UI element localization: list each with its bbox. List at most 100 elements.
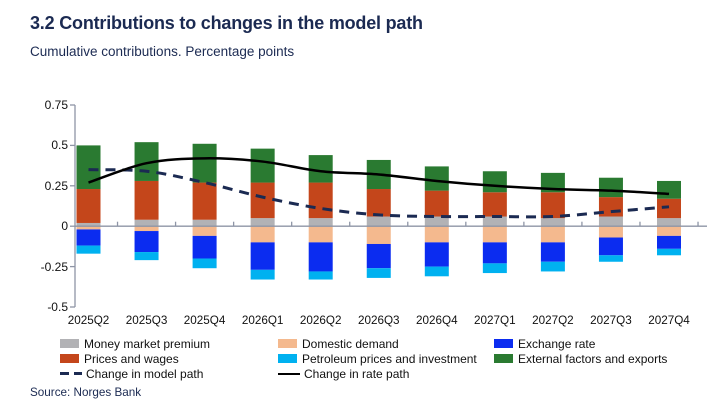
bar-segment [598, 226, 623, 238]
bar-segment [250, 182, 275, 219]
bar-segment [250, 242, 275, 270]
bar-segment [540, 172, 565, 193]
bar-segment [134, 226, 159, 232]
bar-segment [76, 245, 101, 254]
rate-path-line [88, 157, 670, 196]
legend-column: Exchange rate External factors and export… [494, 336, 667, 366]
bar-segment [598, 177, 623, 198]
bar-segment [482, 226, 507, 243]
y-axis-tick-label: 0.75 [44, 98, 68, 112]
x-axis-label: 2026Q1 [241, 314, 284, 327]
legend-swatch-dashed-line [60, 372, 82, 375]
bar-segment [366, 189, 391, 217]
bar-segment [540, 261, 565, 272]
bar-segment [76, 229, 101, 246]
bar-segment [424, 166, 449, 191]
x-axis-label: 2026Q2 [299, 314, 342, 327]
x-axis-label: 2027Q2 [532, 314, 574, 327]
bar-segment [308, 271, 333, 280]
legend-label: Change in rate path [304, 366, 410, 381]
bar-segment [308, 155, 333, 183]
bar-segment [424, 226, 449, 243]
bar-segment [657, 180, 681, 199]
bar-segment [482, 216, 507, 227]
bar-segment [482, 171, 507, 193]
bar-segment [540, 218, 565, 227]
y-axis-tick-label: 0.25 [44, 178, 68, 193]
bar-segment [598, 216, 623, 227]
y-axis-tick-label: -0.25 [40, 259, 68, 274]
bar-segment [540, 242, 565, 262]
bar-segment [192, 258, 217, 269]
legend-swatch-rect [494, 354, 513, 363]
bar-segment [250, 218, 275, 227]
bar-segment [657, 226, 681, 236]
bar-segment [134, 180, 159, 220]
bar-segment [366, 243, 391, 269]
legend-item: External factors and exports [494, 351, 667, 366]
bar-segment [250, 226, 275, 243]
chart-title: 3.2 Contributions to changes in the mode… [30, 13, 423, 33]
bar-segment [250, 269, 275, 280]
bar-segment [657, 218, 681, 227]
legend-label: External factors and exports [518, 351, 668, 366]
bar-segment [540, 226, 565, 243]
bar-segment [540, 192, 565, 219]
legend-swatch-rect [60, 354, 79, 363]
x-axis-label: 2026Q4 [416, 314, 458, 327]
bar-segment [482, 242, 507, 264]
legend-label: Domestic demand [302, 336, 399, 351]
bar-segment [424, 242, 449, 267]
bar-segment [657, 248, 681, 256]
legend-label: Petroleum prices and investment [302, 351, 477, 366]
bar-segment [366, 216, 391, 227]
bar-segment [308, 218, 333, 227]
bar-segment [192, 143, 217, 183]
bar-segment [192, 219, 217, 227]
bar-segment [192, 226, 217, 236]
bar-segment [598, 237, 623, 256]
legend-label: Prices and wages [84, 351, 179, 366]
model-path-line [88, 168, 670, 219]
legend-item: Exchange rate [494, 336, 667, 351]
x-axis-label: 2025Q3 [125, 314, 168, 327]
legend-item: Money market premium [60, 336, 210, 351]
x-axis-label: 2027Q4 [648, 314, 690, 327]
bar-segment [598, 255, 623, 262]
legend-swatch-solid-line [278, 372, 300, 375]
bar-segment [424, 190, 449, 217]
legend-swatch-rect [494, 339, 513, 348]
bar-segment [657, 235, 681, 249]
legend-column: Money market premium Prices and wages Chan… [60, 336, 210, 381]
bar-segment [250, 148, 275, 183]
legend-column: Domestic demand Petroleum prices and inve… [278, 336, 477, 381]
bar-segment [308, 226, 333, 243]
chart-subtitle: Cumulative contributions. Percentage poi… [30, 44, 295, 59]
x-axis-label: 2026Q3 [357, 314, 400, 327]
bar-segment [424, 216, 449, 227]
bar-segment [482, 192, 507, 217]
bar-segment [134, 252, 159, 261]
bar-segment [424, 266, 449, 277]
legend-swatch-rect [278, 354, 297, 363]
legend-swatch-rect [278, 339, 297, 348]
bar-segment [482, 263, 507, 274]
legend-label: Money market premium [84, 336, 211, 351]
legend-item: Change in rate path [278, 366, 477, 381]
legend-label: Exchange rate [518, 336, 596, 351]
bar-segment [76, 226, 101, 230]
bar-segment [192, 235, 217, 259]
bar-segment [366, 268, 391, 278]
bar-segment [76, 222, 101, 227]
legend-item: Domestic demand [278, 336, 477, 351]
bar-segment [76, 189, 101, 223]
bar-segment [192, 182, 217, 220]
legend-label: Change in model path [86, 366, 204, 381]
y-axis-tick-label: 0 [61, 219, 68, 234]
legend-swatch-rect [60, 339, 79, 348]
bar-segment [366, 226, 391, 244]
legend-item: Change in model path [60, 366, 210, 381]
bar-segment [134, 231, 159, 253]
